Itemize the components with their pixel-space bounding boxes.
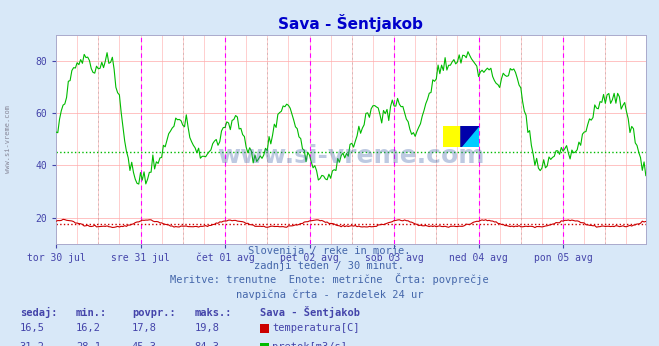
Title: Sava - Šentjakob: Sava - Šentjakob bbox=[279, 14, 423, 32]
Polygon shape bbox=[461, 126, 478, 147]
Text: 31,2: 31,2 bbox=[20, 343, 45, 346]
Text: 19,8: 19,8 bbox=[194, 324, 219, 334]
Text: povpr.:: povpr.: bbox=[132, 308, 175, 318]
Text: 84,3: 84,3 bbox=[194, 343, 219, 346]
Text: Slovenija / reke in morje.: Slovenija / reke in morje. bbox=[248, 246, 411, 256]
Text: navpična črta - razdelek 24 ur: navpična črta - razdelek 24 ur bbox=[236, 289, 423, 300]
Text: zadnji teden / 30 minut.: zadnji teden / 30 minut. bbox=[254, 261, 405, 271]
Text: www.si-vreme.com: www.si-vreme.com bbox=[5, 105, 11, 173]
Polygon shape bbox=[461, 126, 478, 147]
Text: temperatura[C]: temperatura[C] bbox=[272, 324, 360, 334]
Text: min.:: min.: bbox=[76, 308, 107, 318]
Text: pretok[m3/s]: pretok[m3/s] bbox=[272, 343, 347, 346]
Text: 17,8: 17,8 bbox=[132, 324, 157, 334]
Text: 16,5: 16,5 bbox=[20, 324, 45, 334]
Text: 45,3: 45,3 bbox=[132, 343, 157, 346]
Text: 16,2: 16,2 bbox=[76, 324, 101, 334]
Text: 28,1: 28,1 bbox=[76, 343, 101, 346]
Text: www.si-vreme.com: www.si-vreme.com bbox=[217, 144, 484, 168]
Text: Meritve: trenutne  Enote: metrične  Črta: povprečje: Meritve: trenutne Enote: metrične Črta: … bbox=[170, 273, 489, 285]
Text: sedaj:: sedaj: bbox=[20, 307, 57, 318]
Text: maks.:: maks.: bbox=[194, 308, 232, 318]
Text: Sava - Šentjakob: Sava - Šentjakob bbox=[260, 306, 360, 318]
